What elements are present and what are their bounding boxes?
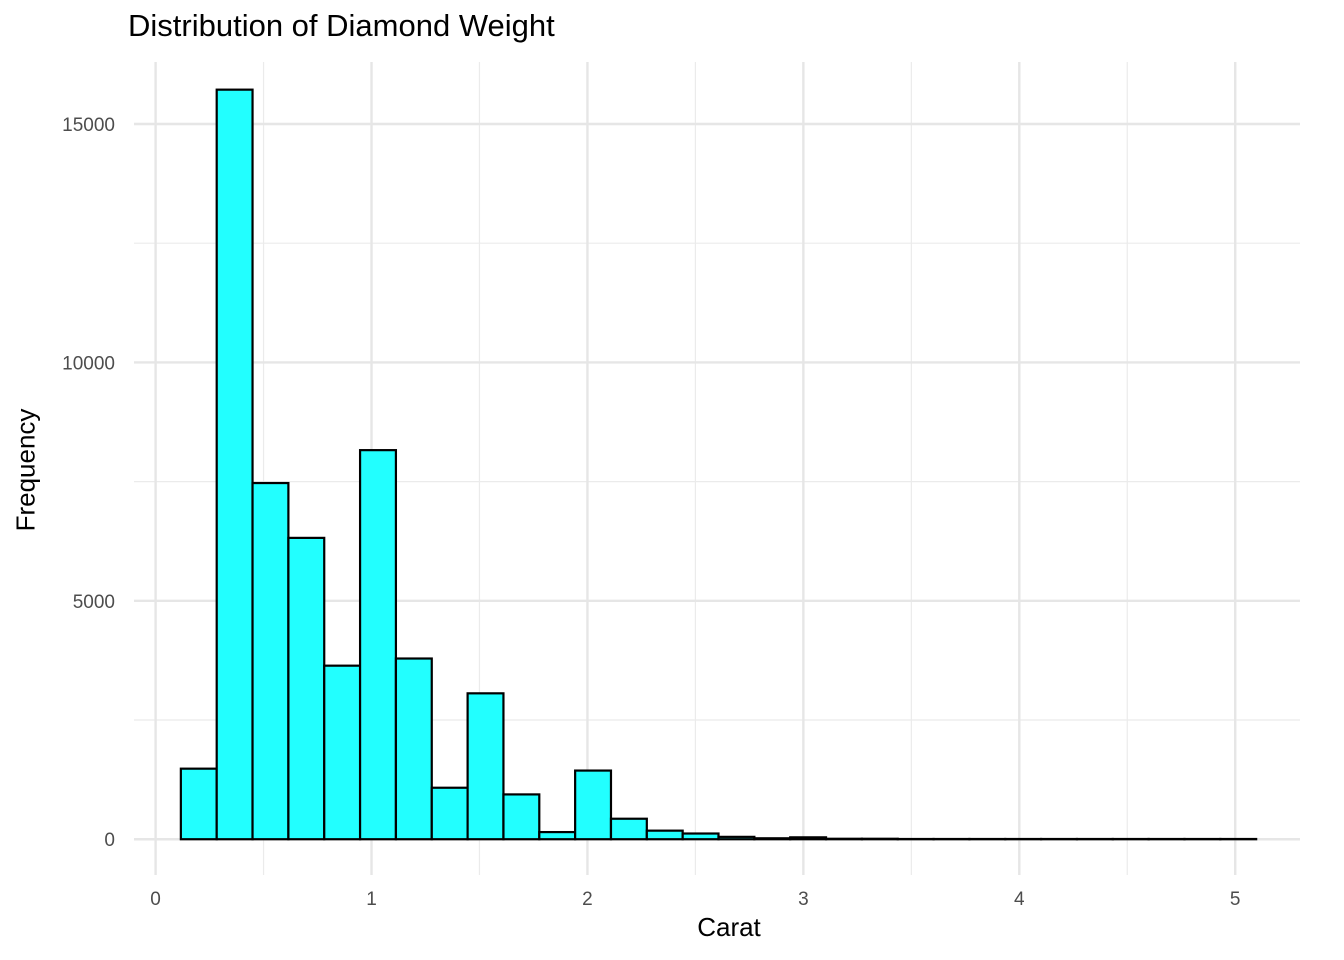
histogram-bar	[287, 536, 326, 841]
histogram-bar	[574, 769, 613, 841]
histogram-bar	[609, 817, 648, 841]
histogram-bar	[502, 793, 541, 841]
y-tick-label: 15000	[62, 115, 115, 136]
histogram-bar	[789, 836, 828, 841]
histogram-bar	[538, 830, 577, 841]
x-tick-label: 1	[366, 889, 377, 910]
x-tick-label: 4	[1014, 889, 1025, 910]
bars-layer	[179, 88, 1258, 841]
histogram-bar	[681, 832, 720, 841]
histogram-bar	[358, 449, 398, 841]
x-axis-title: Carat	[697, 912, 761, 942]
y-tick-label: 10000	[62, 353, 115, 374]
histogram-bar	[717, 835, 756, 841]
y-tick-label: 0	[104, 830, 115, 851]
histogram-bar	[645, 829, 684, 841]
histogram-bar	[215, 88, 254, 841]
histogram-bar	[430, 786, 469, 841]
histogram-bar	[753, 837, 792, 841]
x-tick-label: 2	[582, 889, 593, 910]
histogram-bar	[251, 481, 290, 841]
histogram-bar	[466, 692, 505, 841]
y-tick-labels: 0 5000 10000 15000	[62, 115, 115, 851]
histogram-bar	[323, 664, 362, 841]
chart-title: Distribution of Diamond Weight	[128, 8, 555, 43]
y-axis-title: Frequency	[10, 408, 41, 532]
histogram-bar	[394, 657, 433, 841]
x-tick-label: 5	[1230, 889, 1241, 910]
x-tick-labels: 0 1 2 3 4 5	[150, 889, 1240, 910]
x-tick-label: 3	[798, 889, 809, 910]
y-tick-label: 5000	[73, 592, 115, 613]
x-tick-label: 0	[150, 889, 161, 910]
histogram-bar	[179, 767, 218, 841]
